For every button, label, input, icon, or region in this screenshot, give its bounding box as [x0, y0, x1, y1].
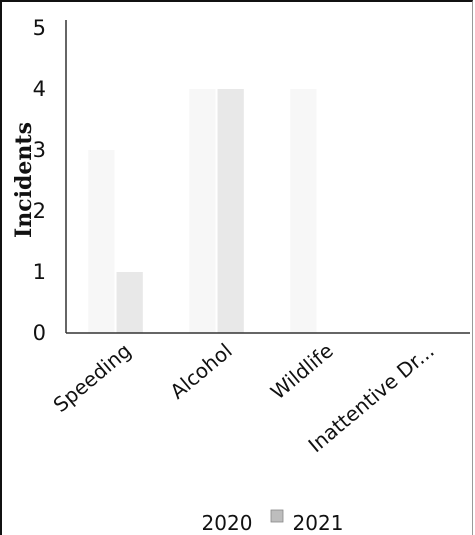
bar	[116, 272, 143, 333]
category-label: Speeding	[49, 338, 136, 417]
category-label: Wildlife	[266, 338, 338, 404]
y-axis-title: Incidents	[11, 122, 37, 238]
bar	[290, 89, 317, 333]
y-tick-labels: 0 1 2 3 4 5	[33, 16, 46, 345]
y-tick-label: 4	[33, 77, 46, 101]
bar	[88, 150, 115, 333]
legend-label: 2020	[202, 511, 253, 535]
legend-label: 2021	[293, 511, 344, 535]
y-tick-label: 5	[33, 16, 46, 40]
y-tick-label: 0	[33, 321, 46, 345]
legend: 2020 2021	[202, 509, 344, 535]
bar	[217, 89, 244, 333]
y-tick-label: 1	[33, 260, 46, 284]
bars-layer	[88, 89, 317, 333]
bar	[189, 89, 216, 333]
category-label: Alcohol	[165, 338, 236, 403]
y-tick-label: 3	[33, 138, 46, 162]
y-tick-label: 2	[33, 199, 46, 223]
legend-swatch	[270, 509, 284, 523]
